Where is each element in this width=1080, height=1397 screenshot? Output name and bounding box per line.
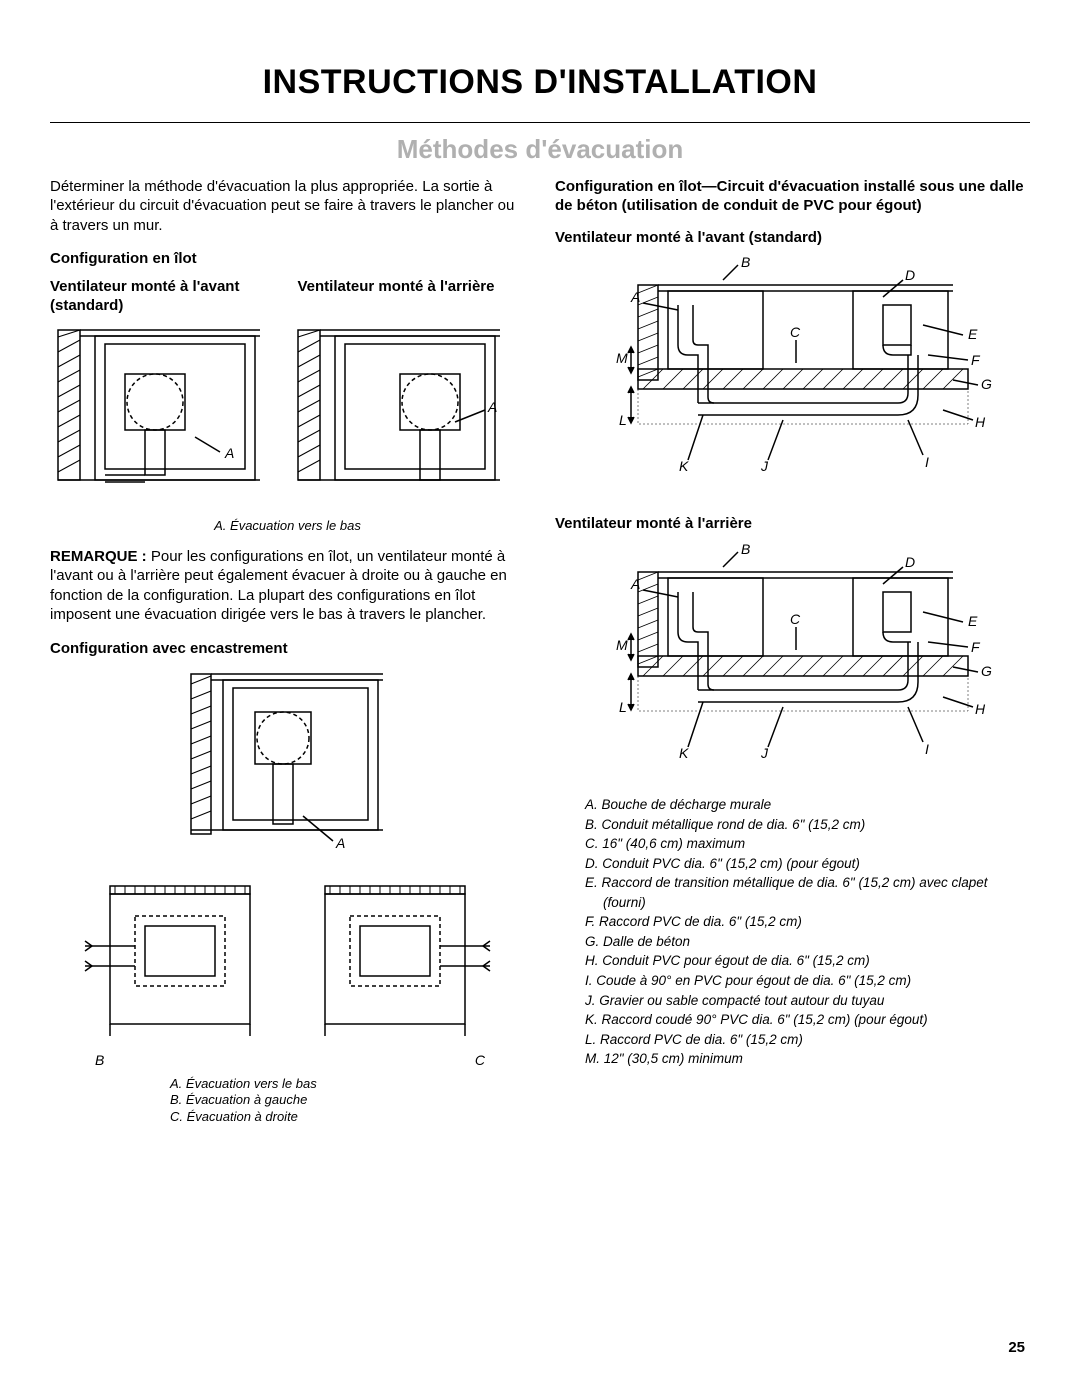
fig-enc-bottom-row: B	[50, 876, 525, 1069]
fig-slab-front: A B C D E F G H I J K L M	[555, 255, 1030, 500]
legend: A. Bouche de décharge murale B. Conduit …	[555, 795, 1030, 1069]
d2-A: A	[630, 576, 640, 592]
left-column: Déterminer la méthode d'évacuation la pl…	[50, 177, 525, 1138]
d2-L: L	[619, 699, 627, 715]
fig-ilot-rear: A	[290, 322, 515, 512]
d2-M: M	[616, 637, 628, 653]
d1-L: L	[619, 412, 627, 428]
d1-E: E	[968, 326, 978, 342]
d1-J: J	[760, 458, 769, 474]
legend-I: I. Coude à 90° en PVC pour égout de dia.…	[585, 971, 1030, 991]
remark-label: REMARQUE :	[50, 548, 151, 565]
legend-G: G. Dalle de béton	[585, 932, 1030, 952]
d2-B: B	[741, 542, 750, 557]
cfg-enc-heading: Configuration avec encastrement	[50, 639, 525, 659]
remark: REMARQUE : Pour les configurations en îl…	[50, 547, 525, 625]
page-number: 25	[1008, 1338, 1025, 1358]
legend-K: K. Raccord coudé 90° PVC dia. 6" (15,2 c…	[585, 1010, 1030, 1030]
right-rear: Ventilateur monté à l'arrière	[555, 514, 1030, 534]
cap2-b: B. Évacuation à gauche	[170, 1092, 525, 1109]
legend-L: L. Raccord PVC de dia. 6" (15,2 cm)	[585, 1030, 1030, 1050]
d2-J: J	[760, 745, 769, 761]
d1-K: K	[679, 458, 689, 474]
d2-E: E	[968, 613, 978, 629]
d1-I: I	[925, 454, 929, 470]
right-front-std: Ventilateur monté à l'avant (standard)	[555, 228, 1030, 248]
two-column-layout: Déterminer la méthode d'évacuation la pl…	[50, 177, 1030, 1138]
d2-I: I	[925, 741, 929, 757]
d1-G: G	[981, 376, 992, 392]
d2-F: F	[971, 639, 981, 655]
cap2-c: C. Évacuation à droite	[170, 1109, 525, 1126]
legend-C: C. 16" (40,6 cm) maximum	[585, 834, 1030, 854]
d1-A: A	[630, 289, 640, 305]
fig-slab-rear: A B C D E F G H I J K L M	[555, 542, 1030, 787]
main-title: INSTRUCTIONS D'INSTALLATION	[50, 60, 1030, 104]
legend-J: J. Gravier ou sable compacté tout autour…	[585, 991, 1030, 1011]
cap2-a: A. Évacuation vers le bas	[170, 1076, 525, 1093]
legend-F: F. Raccord PVC de dia. 6" (15,2 cm)	[585, 912, 1030, 932]
d2-H: H	[975, 701, 986, 717]
d1-M: M	[616, 350, 628, 366]
fig-enc-top: A	[50, 666, 525, 866]
d1-C: C	[790, 324, 801, 340]
fig3-label-a: A	[335, 835, 345, 851]
ilot-figures-row: A	[50, 322, 525, 512]
intro-text: Déterminer la méthode d'évacuation la pl…	[50, 177, 525, 236]
rear-label: Ventilateur monté à l'arrière	[298, 277, 526, 316]
legend-M: M. 12" (30,5 cm) minimum	[585, 1049, 1030, 1069]
section-title: Méthodes d'évacuation	[50, 133, 1030, 167]
fig1-label-a: A	[224, 445, 234, 461]
legend-B: B. Conduit métallique rond de dia. 6" (1…	[585, 815, 1030, 835]
fig-ilot-front: A	[50, 322, 275, 512]
d2-C: C	[790, 611, 801, 627]
d2-G: G	[981, 663, 992, 679]
d1-H: H	[975, 414, 986, 430]
fig4-label-b: B	[80, 1051, 280, 1069]
fig5-label-c: C	[295, 1051, 495, 1069]
right-column: Configuration en îlot—Circuit d'évacuati…	[555, 177, 1030, 1138]
d2-D: D	[905, 554, 915, 570]
fig-enc-right: C	[295, 876, 495, 1069]
legend-E: E. Raccord de transition métallique de d…	[585, 873, 1030, 912]
d1-D: D	[905, 267, 915, 283]
d1-B: B	[741, 255, 750, 270]
fig2-label-a: A	[487, 399, 497, 415]
cfg-ilot-heading: Configuration en îlot	[50, 249, 525, 269]
divider	[50, 122, 1030, 123]
caption-enc: A. Évacuation vers le bas B. Évacuation …	[50, 1076, 525, 1127]
d1-F: F	[971, 352, 981, 368]
front-std-label: Ventilateur monté à l'avant (standard)	[50, 277, 278, 316]
caption-ilot: A. Évacuation vers le bas	[50, 518, 525, 535]
legend-A: A. Bouche de décharge murale	[585, 795, 1030, 815]
legend-D: D. Conduit PVC dia. 6" (15,2 cm) (pour é…	[585, 854, 1030, 874]
fig-enc-left: B	[80, 876, 280, 1069]
legend-H: H. Conduit PVC pour égout de dia. 6" (15…	[585, 951, 1030, 971]
d2-K: K	[679, 745, 689, 761]
right-heading: Configuration en îlot—Circuit d'évacuati…	[555, 177, 1030, 216]
